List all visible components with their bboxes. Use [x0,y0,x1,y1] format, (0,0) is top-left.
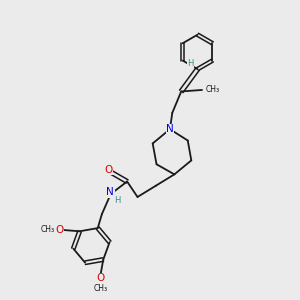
Text: H: H [187,59,193,68]
Text: O: O [56,225,64,235]
Text: O: O [104,165,112,175]
Text: CH₃: CH₃ [93,284,107,293]
Text: CH₃: CH₃ [206,85,220,94]
Text: O: O [96,273,104,283]
Text: N: N [106,187,114,197]
Text: H: H [114,196,121,205]
Text: N: N [166,124,174,134]
Text: CH₃: CH₃ [41,225,55,234]
